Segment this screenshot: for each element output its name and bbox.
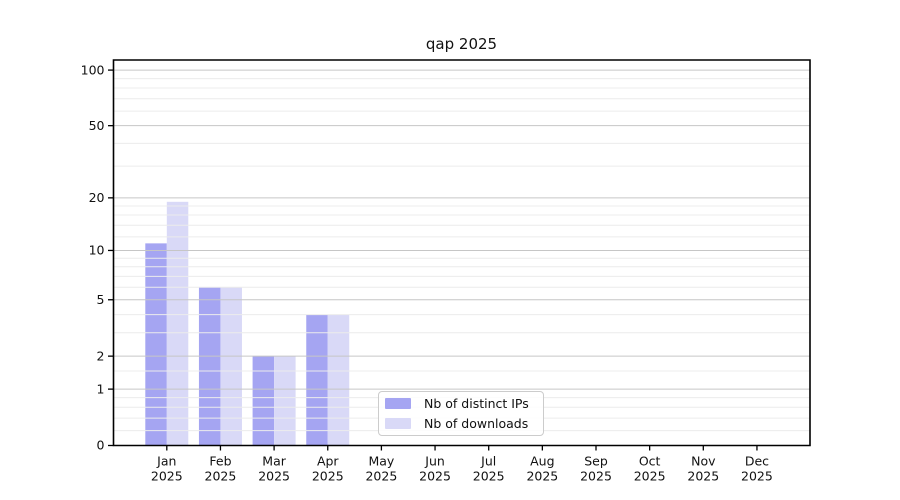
legend-swatch-distinct-ips bbox=[385, 398, 411, 409]
x-tick-label: Nov 2025 bbox=[687, 454, 719, 484]
chart-title: qap 2025 bbox=[425, 35, 498, 53]
x-tick-label: Feb 2025 bbox=[205, 454, 237, 484]
x-tick-label: Jul 2025 bbox=[473, 454, 505, 484]
x-tick-label: Jun 2025 bbox=[419, 454, 451, 484]
y-tick-label: 2 bbox=[97, 348, 105, 363]
y-tick-label: 1 bbox=[97, 381, 105, 396]
axes-spines bbox=[112, 59, 811, 447]
x-tick-label: Jan 2025 bbox=[151, 454, 183, 484]
y-tick-label: 5 bbox=[97, 292, 105, 307]
bar-mar-downloads bbox=[274, 356, 296, 446]
bar-feb-downloads bbox=[220, 287, 242, 446]
y-tick-label: 10 bbox=[89, 243, 105, 258]
y-tick-label: 0 bbox=[97, 438, 105, 453]
legend: Nb of distinct IPs Nb of downloads bbox=[378, 391, 544, 436]
bar-mar-ips bbox=[252, 356, 275, 446]
x-tick-label: Aug 2025 bbox=[526, 454, 558, 484]
y-tick-label: 100 bbox=[81, 62, 105, 77]
legend-item-downloads: Nb of downloads bbox=[385, 417, 543, 430]
legend-label-downloads: Nb of downloads bbox=[424, 416, 529, 431]
legend-item-distinct-ips: Nb of distinct IPs bbox=[385, 397, 543, 410]
legend-label-distinct-ips: Nb of distinct IPs bbox=[424, 396, 529, 411]
bar-apr-downloads bbox=[327, 314, 350, 446]
x-tick-label: Dec 2025 bbox=[741, 454, 773, 484]
bar-apr-ips bbox=[306, 314, 328, 446]
bar-feb-ips bbox=[198, 287, 221, 446]
x-tick-label: Apr 2025 bbox=[312, 454, 344, 484]
legend-swatch-downloads bbox=[385, 418, 411, 429]
x-tick-label: Mar 2025 bbox=[258, 454, 290, 484]
bar-jan-downloads bbox=[166, 201, 189, 446]
x-tick-label: May 2025 bbox=[365, 454, 397, 484]
y-tick-label: 20 bbox=[89, 190, 105, 205]
y-tick-label: 50 bbox=[89, 118, 105, 133]
x-tick-label: Oct 2025 bbox=[634, 454, 666, 484]
bar-jan-ips bbox=[145, 243, 167, 446]
x-tick-label: Sep 2025 bbox=[580, 454, 612, 484]
